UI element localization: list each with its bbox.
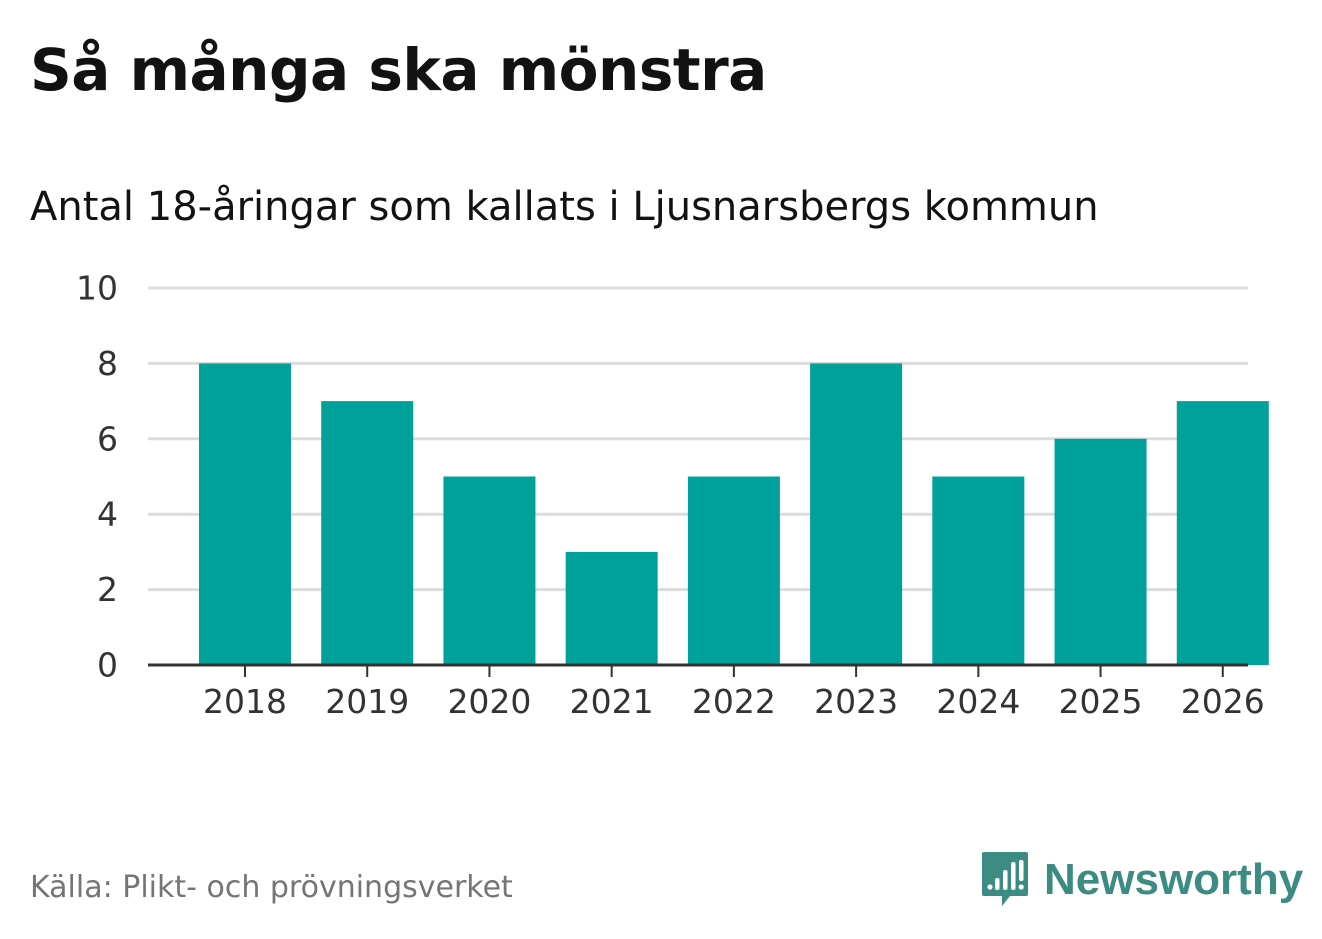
x-tick-label: 2022: [692, 682, 776, 721]
bar-2019: [321, 401, 414, 665]
bar-2020: [443, 476, 536, 665]
bar-2022: [687, 476, 780, 665]
source-note: Källa: Plikt- och prövningsverket: [30, 870, 513, 905]
y-tick-label: 2: [97, 570, 118, 609]
bars: [199, 363, 1269, 665]
bar-2026: [1176, 401, 1269, 665]
y-tick-label: 6: [97, 419, 118, 458]
chart-title: Så många ska mönstra: [30, 36, 767, 104]
bar-chart: 0 2 4 6 8 10 2018 2019 2020 2021 2022 2023 2024 2025…: [76, 269, 1269, 721]
chart-subtitle: Antal 18-åringar som kallats i Ljusnarsb…: [30, 184, 1099, 230]
x-tick-label: 2026: [1181, 682, 1265, 721]
x-tick-label: 2021: [570, 682, 654, 721]
brand-name: Newsworthy: [1044, 855, 1304, 904]
x-axis-ticks: 2018 2019 2020 2021 2022 2023 2024 2025 2026: [203, 665, 1265, 721]
x-tick-label: 2018: [203, 682, 287, 721]
bar-2023: [810, 363, 903, 665]
x-tick-label: 2020: [447, 682, 531, 721]
bar-2025: [1054, 438, 1147, 665]
x-tick-label: 2024: [936, 682, 1020, 721]
y-tick-label: 8: [97, 344, 118, 383]
y-tick-label: 0: [97, 646, 118, 685]
x-tick-label: 2023: [814, 682, 898, 721]
x-tick-label: 2019: [325, 682, 409, 721]
bar-2024: [932, 476, 1025, 665]
y-tick-label: 4: [97, 495, 118, 534]
x-tick-label: 2025: [1059, 682, 1143, 721]
newsworthy-logo-icon: [982, 852, 1028, 906]
y-axis-ticks: 0 2 4 6 8 10: [76, 269, 118, 685]
brand-logo[interactable]: Newsworthy: [980, 850, 1303, 910]
y-tick-label: 10: [76, 269, 118, 308]
bar-2021: [565, 551, 658, 665]
bar-2018: [199, 363, 291, 665]
